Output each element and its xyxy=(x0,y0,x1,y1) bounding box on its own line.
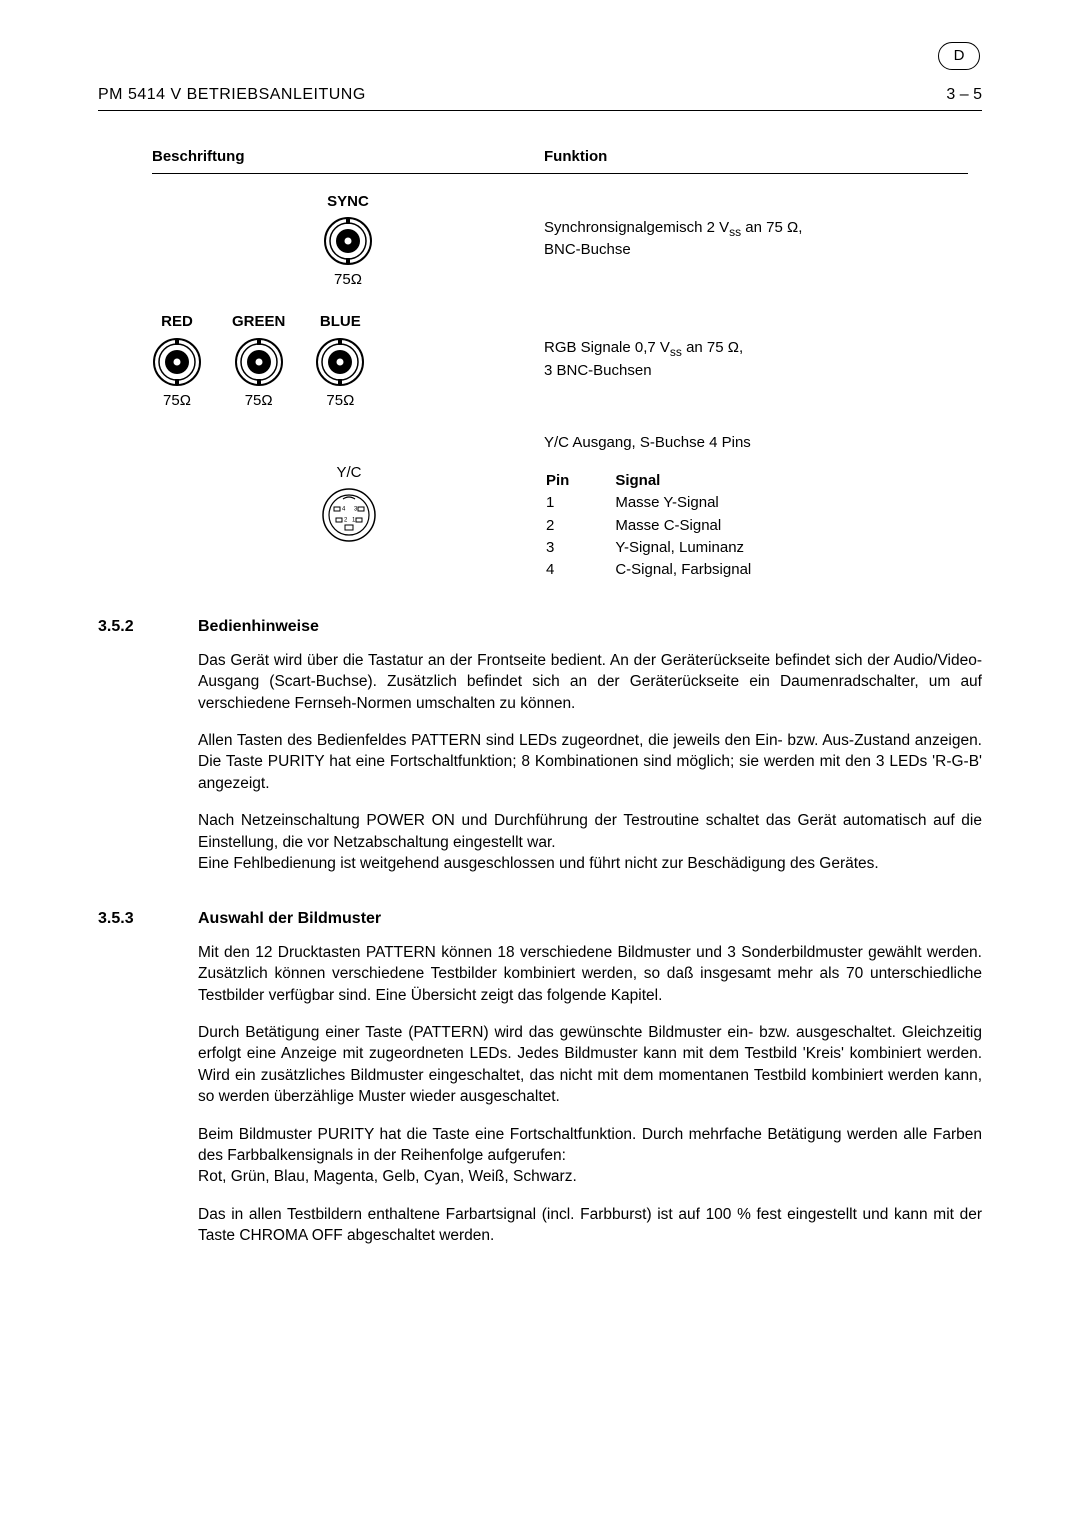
rgb-func-sub: ss xyxy=(670,345,682,359)
blue-connector: BLUE 75Ω xyxy=(315,312,365,411)
sync-connector: SYNC 75Ω xyxy=(152,192,544,291)
section-352-head: 3.5.2 Bedienhinweise xyxy=(98,616,982,638)
p-352-4: Eine Fehlbedienung ist weitgehend ausges… xyxy=(198,853,982,874)
p-353-3: Beim Bildmuster PURITY hat die Taste ein… xyxy=(198,1124,982,1167)
th-beschriftung: Beschriftung xyxy=(152,147,544,167)
row-sync: SYNC 75Ω Synchronsignalgemisch 2 Vss an … xyxy=(152,192,968,291)
p-352-1: Das Gerät wird über die Tastatur an der … xyxy=(198,650,982,714)
page-header: PM 5414 V BETRIEBSANLEITUNG 3 – 5 xyxy=(98,84,982,111)
section-353-head: 3.5.3 Auswahl der Bildmuster xyxy=(98,908,982,930)
rgb-func-a: RGB Signale 0,7 V xyxy=(544,339,670,356)
svg-text:2: 2 xyxy=(344,518,348,524)
rgb-func-c: 3 BNC-Buchsen xyxy=(544,362,652,379)
sync-label: SYNC xyxy=(327,192,369,212)
table-row: 4C-Signal, Farbsignal xyxy=(546,560,795,580)
row-rgb: RED 75Ω GREEN xyxy=(152,312,968,411)
svg-text:1: 1 xyxy=(352,518,356,524)
p-353-4: Rot, Grün, Blau, Magenta, Gelb, Cyan, We… xyxy=(198,1166,982,1187)
sec-num-352: 3.5.2 xyxy=(98,616,198,638)
p-352-3: Nach Netzeinschaltung POWER ON und Durch… xyxy=(198,810,982,853)
row-yc: Y/C 4 3 2 1 xyxy=(152,463,968,582)
table-row: 1Masse Y-Signal xyxy=(546,493,795,513)
table-row: 2Masse C-Signal xyxy=(546,516,795,536)
yc-head: Y/C Ausgang, S-Buchse 4 Pins xyxy=(544,433,968,453)
sig-cell: C-Signal, Farbsignal xyxy=(615,560,795,580)
red-impedance: 75Ω xyxy=(163,391,191,411)
p-353-1: Mit den 12 Drucktasten PATTERN können 18… xyxy=(198,942,982,1006)
yc-label: Y/C xyxy=(336,463,361,483)
sig-cell: Masse Y-Signal xyxy=(615,493,795,513)
bnc-icon xyxy=(152,337,202,387)
language-badge: D xyxy=(938,42,980,70)
rgb-func-b: an 75 Ω, xyxy=(682,339,743,356)
sync-func-a: Synchronsignalgemisch 2 V xyxy=(544,219,729,236)
sync-impedance: 75Ω xyxy=(334,270,362,290)
sync-func-c: BNC-Buchse xyxy=(544,241,631,258)
yc-signal-table: Pin Signal 1Masse Y-Signal 2Masse C-Sign… xyxy=(544,463,968,582)
sig-cell: Masse C-Signal xyxy=(615,516,795,536)
green-label: GREEN xyxy=(232,312,285,332)
sec-title-353: Auswahl der Bildmuster xyxy=(198,908,381,930)
rgb-function: RGB Signale 0,7 Vss an 75 Ω, 3 BNC-Buchs… xyxy=(544,312,968,411)
svg-text:4: 4 xyxy=(342,507,346,513)
table-head: Beschriftung Funktion xyxy=(152,147,968,174)
header-right: 3 – 5 xyxy=(946,84,982,106)
svg-text:3: 3 xyxy=(354,507,358,513)
table-row: 3Y-Signal, Luminanz xyxy=(546,538,795,558)
sync-function: Synchronsignalgemisch 2 Vss an 75 Ω, BNC… xyxy=(544,192,968,291)
blue-label: BLUE xyxy=(320,312,361,332)
yc-connector: Y/C 4 3 2 1 xyxy=(154,463,544,543)
sec-title-352: Bedienhinweise xyxy=(198,616,319,638)
bnc-icon xyxy=(323,216,373,266)
bnc-icon xyxy=(315,337,365,387)
sig-th-pin: Pin xyxy=(546,471,613,491)
pin-cell: 2 xyxy=(546,516,613,536)
sync-func-sub: ss xyxy=(729,225,741,239)
connector-section: Beschriftung Funktion SYNC 75Ω Synchrons… xyxy=(152,147,968,583)
sig-cell: Y-Signal, Luminanz xyxy=(615,538,795,558)
green-impedance: 75Ω xyxy=(245,391,273,411)
bnc-icon xyxy=(234,337,284,387)
sync-func-b: an 75 Ω, xyxy=(741,219,802,236)
green-connector: GREEN 75Ω xyxy=(232,312,285,411)
blue-impedance: 75Ω xyxy=(326,391,354,411)
pin-cell: 1 xyxy=(546,493,613,513)
pin-cell: 4 xyxy=(546,560,613,580)
svideo-icon: 4 3 2 1 xyxy=(321,487,377,543)
row-yc-head: Y/C Ausgang, S-Buchse 4 Pins xyxy=(152,433,968,453)
sig-th-signal: Signal xyxy=(615,471,795,491)
pin-cell: 3 xyxy=(546,538,613,558)
p-353-5: Das in allen Testbildern enthaltene Farb… xyxy=(198,1204,982,1247)
header-left: PM 5414 V BETRIEBSANLEITUNG xyxy=(98,84,366,106)
p-352-2: Allen Tasten des Bedienfeldes PATTERN si… xyxy=(198,730,982,794)
red-label: RED xyxy=(161,312,193,332)
sec-num-353: 3.5.3 xyxy=(98,908,198,930)
th-funktion: Funktion xyxy=(544,147,968,167)
p-353-2: Durch Betätigung einer Taste (PATTERN) w… xyxy=(198,1022,982,1108)
red-connector: RED 75Ω xyxy=(152,312,202,411)
